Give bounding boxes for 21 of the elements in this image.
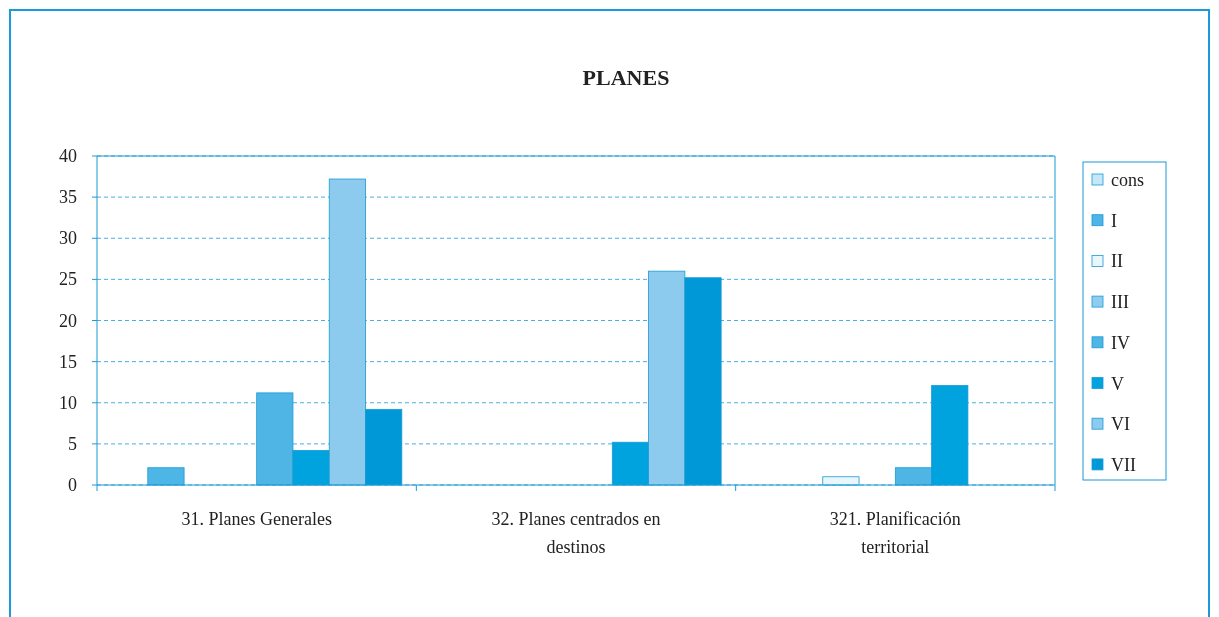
y-tick-label: 25 (59, 269, 77, 290)
legend-label: I (1111, 210, 1117, 231)
x-tick-label: 32. Planes centrados en destinos (491, 509, 661, 557)
y-tick-label: 40 (59, 146, 77, 166)
y-tick-label: 30 (59, 228, 77, 249)
y-tick-label: 10 (59, 392, 77, 413)
y-tick-label: 35 (59, 187, 77, 208)
legend-label: VII (1111, 454, 1136, 475)
legend-label: V (1111, 373, 1124, 394)
y-tick-label: 5 (68, 433, 77, 454)
legend-label: cons (1111, 170, 1144, 190)
y-tick-label: 15 (59, 351, 77, 372)
x-tick-label: 31. Planes Generales (181, 509, 332, 529)
legend-label: VI (1111, 414, 1130, 435)
legend-label: II (1111, 251, 1123, 272)
x-tick-label: 321. Planificación territorial (829, 509, 961, 557)
y-tick-label: 20 (59, 310, 77, 331)
chart-title: PLANES (582, 65, 670, 90)
y-tick-label: 0 (68, 475, 77, 495)
legend-label: IV (1111, 332, 1130, 353)
legend-label: III (1111, 292, 1129, 313)
